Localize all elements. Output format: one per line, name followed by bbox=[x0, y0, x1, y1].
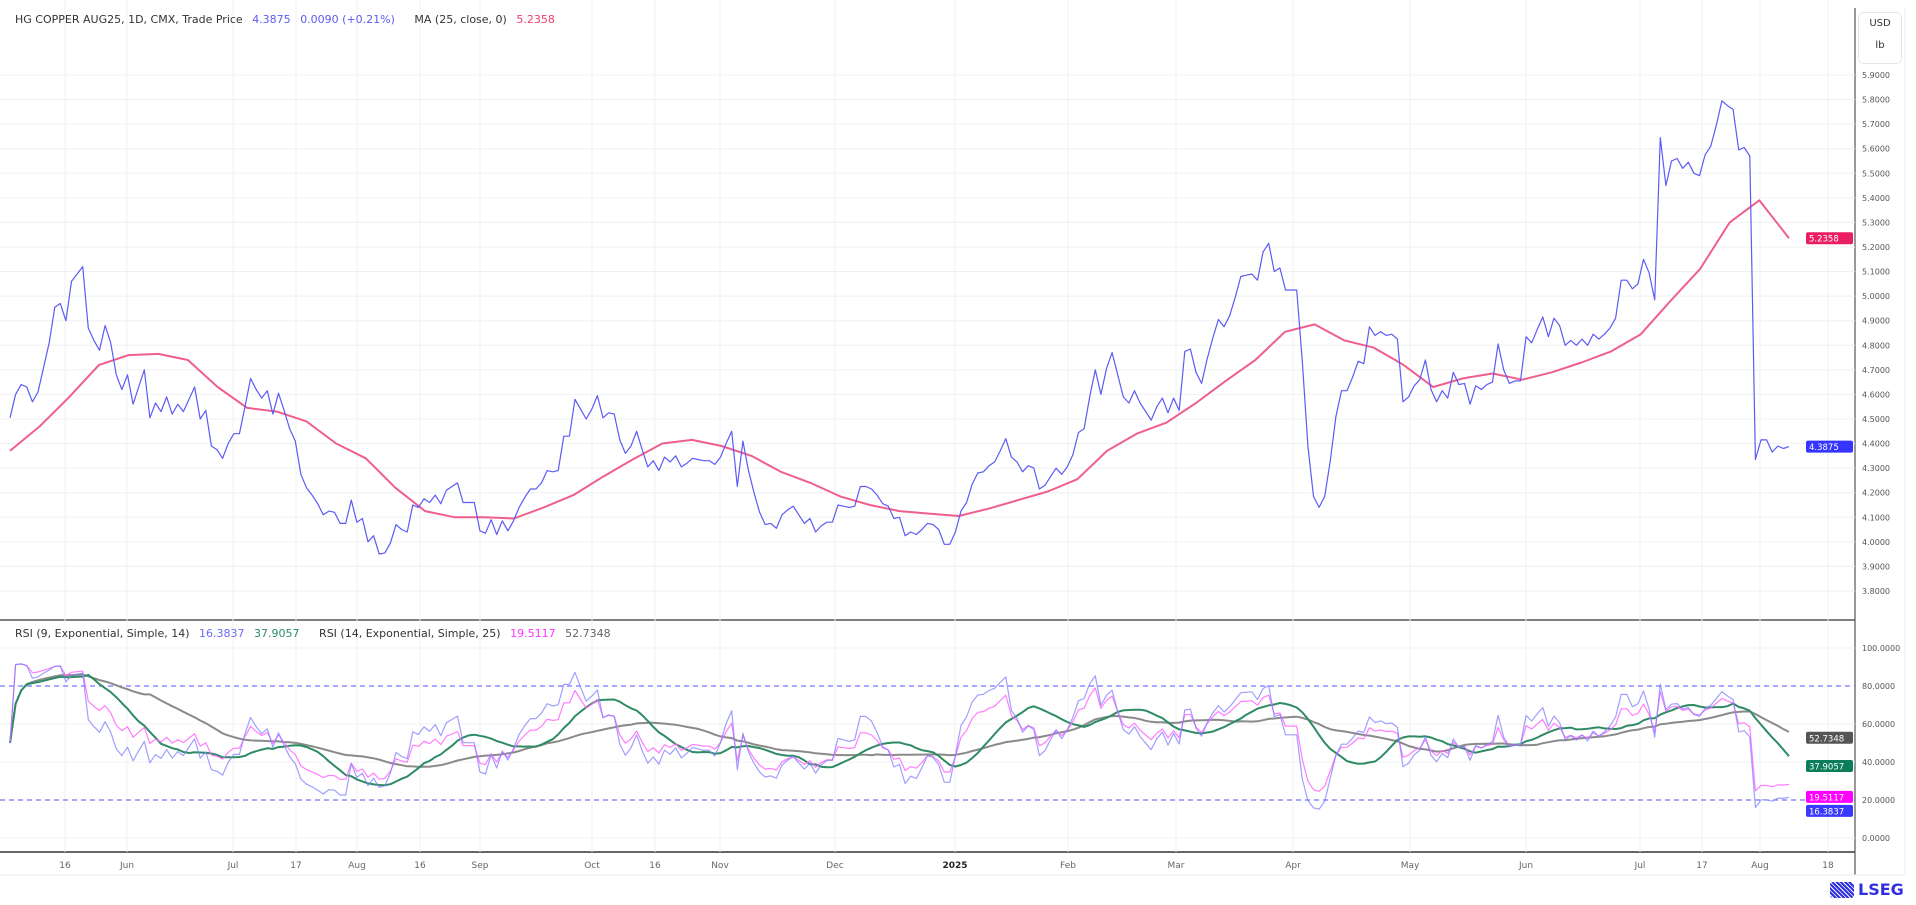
rsi-tick-label: 100.0000 bbox=[1862, 644, 1900, 653]
x-tick-label: Jul bbox=[1634, 861, 1646, 871]
price-tick-label: 5.2000 bbox=[1862, 243, 1890, 252]
price-last-value-tag-bg bbox=[1806, 440, 1853, 453]
x-tick-label: 16 bbox=[649, 861, 661, 871]
rsi-tick-label: 60.0000 bbox=[1862, 720, 1895, 729]
price-tick-label: 5.9000 bbox=[1862, 71, 1890, 80]
logo-text: LSEG bbox=[1858, 880, 1904, 899]
x-tick-label: 18 bbox=[1822, 861, 1834, 871]
rsi-legend: RSI (9, Exponential, Simple, 14) 16.3837… bbox=[15, 627, 617, 640]
price-last-value-tag: 4.3875 bbox=[1809, 443, 1839, 453]
rsi2-ma-last-value-tag: 52.7348 bbox=[1809, 734, 1844, 744]
x-tick-label: Jun bbox=[119, 861, 134, 871]
rsi-tick-label: 80.0000 bbox=[1862, 682, 1895, 691]
price-line bbox=[9, 100, 1790, 555]
x-tick-label: 2025 bbox=[942, 861, 967, 871]
lseg-logo: LSEG bbox=[1830, 880, 1904, 899]
ma-value: 5.2358 bbox=[516, 13, 555, 26]
x-tick-label: Oct bbox=[584, 861, 600, 871]
rsi1-last-value-tag-bg bbox=[1806, 804, 1853, 817]
price-tick-label: 3.9000 bbox=[1862, 562, 1890, 571]
rsi2-last-value-tag-bg bbox=[1806, 790, 1853, 803]
rsi2-label: RSI (14, Exponential, Simple, 25) bbox=[319, 627, 501, 640]
price-tick-label: 4.7000 bbox=[1862, 366, 1890, 375]
x-tick-label: 17 bbox=[1696, 861, 1707, 871]
ma-last-value-tag: 5.2358 bbox=[1809, 235, 1839, 245]
last-price: 4.3875 bbox=[252, 13, 291, 26]
x-tick-label: Nov bbox=[711, 861, 729, 871]
price-tick-label: 4.2000 bbox=[1862, 489, 1890, 498]
rsi2-ma-value: 52.7348 bbox=[565, 627, 611, 640]
rsi-tick-label: 40.0000 bbox=[1862, 758, 1895, 767]
x-tick-label: 16 bbox=[59, 861, 71, 871]
symbol-label: HG COPPER AUG25, 1D, CMX, Trade Price bbox=[15, 13, 243, 26]
ma-line bbox=[9, 199, 1790, 520]
rsi1-value: 16.3837 bbox=[199, 627, 245, 640]
x-tick-label: Mar bbox=[1168, 861, 1185, 871]
x-tick-label: Sep bbox=[472, 861, 489, 871]
rsi2-ma-line bbox=[9, 673, 1790, 768]
lseg-logo-icon bbox=[1830, 881, 1854, 898]
x-tick-label: May bbox=[1401, 861, 1420, 871]
rsi2-ma-last-value-tag-bg bbox=[1806, 731, 1853, 744]
x-tick-label: Dec bbox=[826, 861, 843, 871]
x-tick-label: 17 bbox=[290, 861, 301, 871]
rsi1-ma-last-value-tag-bg bbox=[1806, 759, 1853, 772]
rsi1-ma-last-value-tag: 37.9057 bbox=[1809, 762, 1844, 772]
ma-label: MA (25, close, 0) bbox=[414, 13, 507, 26]
x-tick-label: 16 bbox=[414, 861, 426, 871]
price-tick-label: 5.4000 bbox=[1862, 194, 1890, 203]
rsi2-value: 19.5117 bbox=[510, 627, 556, 640]
price-tick-label: 4.3000 bbox=[1862, 464, 1890, 473]
price-tick-label: 5.5000 bbox=[1862, 169, 1890, 178]
price-tick-label: 5.6000 bbox=[1862, 145, 1890, 154]
currency-label: USD bbox=[1869, 18, 1891, 29]
rsi1-ma-value: 37.9057 bbox=[254, 627, 300, 640]
x-tick-label: Feb bbox=[1060, 861, 1076, 871]
rsi2-last-value-tag: 19.5117 bbox=[1809, 793, 1844, 803]
x-tick-label: Jul bbox=[227, 861, 239, 871]
rsi1-line bbox=[9, 663, 1790, 810]
rsi-tick-label: 20.0000 bbox=[1862, 796, 1895, 805]
rsi1-label: RSI (9, Exponential, Simple, 14) bbox=[15, 627, 190, 640]
price-tick-label: 4.5000 bbox=[1862, 415, 1890, 424]
currency-unit-button[interactable]: USD lb bbox=[1858, 12, 1902, 64]
price-legend: HG COPPER AUG25, 1D, CMX, Trade Price 4.… bbox=[15, 13, 561, 26]
rsi1-ma-line bbox=[9, 673, 1790, 787]
price-tick-label: 5.3000 bbox=[1862, 218, 1890, 227]
price-tick-label: 4.1000 bbox=[1862, 513, 1890, 522]
rsi-tick-label: 0.0000 bbox=[1862, 834, 1890, 843]
price-tick-label: 4.8000 bbox=[1862, 341, 1890, 350]
unit-label: lb bbox=[1875, 40, 1885, 51]
x-tick-label: Jun bbox=[1518, 861, 1533, 871]
ma-last-value-tag-bg bbox=[1806, 232, 1853, 245]
rsi1-last-value-tag: 16.3837 bbox=[1809, 807, 1844, 817]
price-tick-label: 4.9000 bbox=[1862, 317, 1890, 326]
x-tick-label: Aug bbox=[1751, 861, 1769, 871]
price-tick-label: 5.7000 bbox=[1862, 120, 1890, 129]
x-tick-label: Aug bbox=[348, 861, 366, 871]
price-tick-label: 5.8000 bbox=[1862, 96, 1890, 105]
price-tick-label: 5.0000 bbox=[1862, 292, 1890, 301]
rsi2-line bbox=[9, 663, 1790, 792]
price-tick-label: 4.0000 bbox=[1862, 538, 1890, 547]
price-tick-label: 3.8000 bbox=[1862, 587, 1890, 596]
x-tick-label: Apr bbox=[1285, 861, 1301, 871]
price-tick-label: 4.6000 bbox=[1862, 390, 1890, 399]
price-tick-label: 4.4000 bbox=[1862, 440, 1890, 449]
price-change: 0.0090 (+0.21%) bbox=[300, 13, 395, 26]
price-tick-label: 5.1000 bbox=[1862, 268, 1890, 277]
